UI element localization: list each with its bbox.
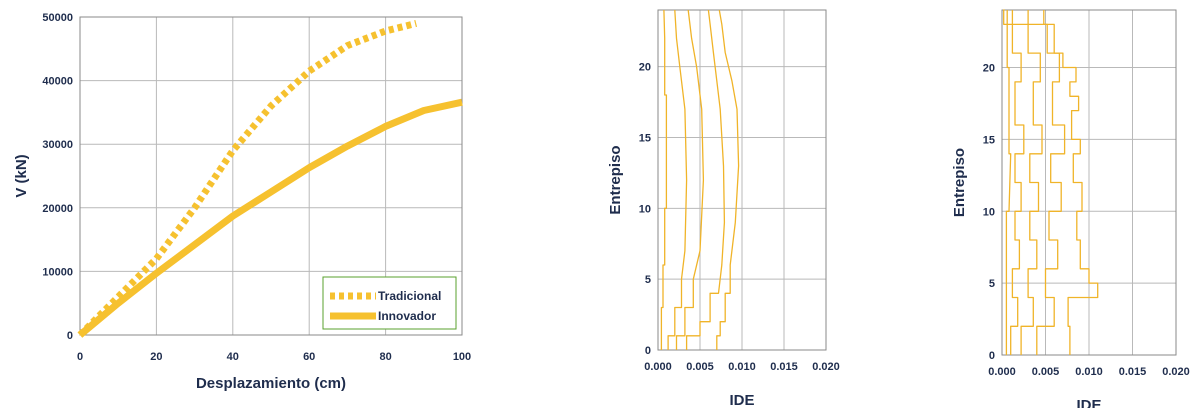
- y-axis-label: Entrepiso: [607, 145, 624, 214]
- x-tick-label: 0.020: [1162, 366, 1190, 378]
- x-tick-label: 100: [453, 351, 471, 363]
- y-tick-label: 20000: [42, 203, 73, 215]
- y-tick-label: 50000: [42, 12, 73, 24]
- plot-frame: [1001, 9, 1177, 356]
- series-line-5: [1003, 9, 1099, 355]
- series-line-3: [1020, 10, 1043, 355]
- y-axis-label: V (kN): [13, 154, 30, 197]
- x-tick-label: 0.010: [1075, 366, 1103, 378]
- series-line-4: [685, 9, 726, 350]
- x-tick-label: 60: [303, 351, 315, 363]
- x-tick-label: 0.005: [1032, 366, 1060, 378]
- y-tick-label: 0: [645, 345, 651, 357]
- legend: Tradicional Innovador: [322, 276, 457, 330]
- legend-box: [322, 276, 457, 330]
- y-tick-label: 10000: [42, 266, 73, 278]
- x-tick-label: 0.000: [988, 366, 1016, 378]
- x-tick-label: 0.015: [770, 361, 798, 373]
- y-axis-label: Entrepiso: [951, 148, 968, 217]
- y-tick-label: 0: [989, 350, 995, 362]
- x-tick-label: 0: [77, 351, 83, 363]
- series-line-2: [667, 9, 688, 350]
- chart-2: 0.000 0.005 0.010 0.015 0.020 0 5 10 15 20 IDE Entr…: [607, 9, 840, 408]
- plot-frame: [79, 16, 463, 336]
- y-tick-label: 20: [639, 62, 651, 74]
- x-axis-label: IDE: [1076, 397, 1101, 408]
- x-tick-label: 0.010: [728, 361, 756, 373]
- y-tick-label: 10: [639, 203, 651, 215]
- legend-label-innovador: Innovador: [378, 309, 436, 323]
- series-line-3: [675, 9, 705, 350]
- series-line-1: [660, 9, 668, 350]
- y-tick-label: 5: [645, 274, 651, 286]
- series-line-2: [1010, 10, 1025, 355]
- x-tick-label: 0.020: [812, 361, 840, 373]
- y-tick-label: 20: [983, 63, 995, 75]
- x-axis-label: IDE: [729, 392, 754, 408]
- x-tick-label: 80: [379, 351, 391, 363]
- y-tick-label: 15: [983, 134, 995, 146]
- plot-frame: [657, 9, 827, 351]
- legend-label-tradicional: Tradicional: [378, 289, 441, 303]
- y-tick-label: 10: [983, 206, 995, 218]
- series-line-innovador: [77, 98, 463, 338]
- x-tick-label: 40: [227, 351, 239, 363]
- x-tick-label: 20: [150, 351, 162, 363]
- y-tick-label: 40000: [42, 76, 73, 88]
- x-tick-label: 0.005: [686, 361, 714, 373]
- series-line-tradicional: [77, 20, 418, 338]
- y-tick-label: 5: [989, 278, 995, 290]
- x-axis-label: Desplazamiento (cm): [196, 375, 346, 392]
- series-line-5: [716, 9, 740, 350]
- y-tick-label: 15: [639, 133, 651, 145]
- chart-3: 0.000 0.005 0.010 0.015 0.020 0 5 10 15 20 IDE Entr…: [951, 9, 1190, 408]
- y-tick-label: 0: [67, 330, 73, 342]
- x-tick-label: 0.000: [644, 361, 672, 373]
- chart-1: 0 20 40 60 80 100 0 10000 20000 30000 40000 50000 De…: [13, 12, 471, 392]
- x-tick-label: 0.015: [1119, 366, 1147, 378]
- series-line-1: [1005, 10, 1012, 355]
- series-line-4: [1036, 10, 1066, 355]
- y-tick-label: 30000: [42, 139, 73, 151]
